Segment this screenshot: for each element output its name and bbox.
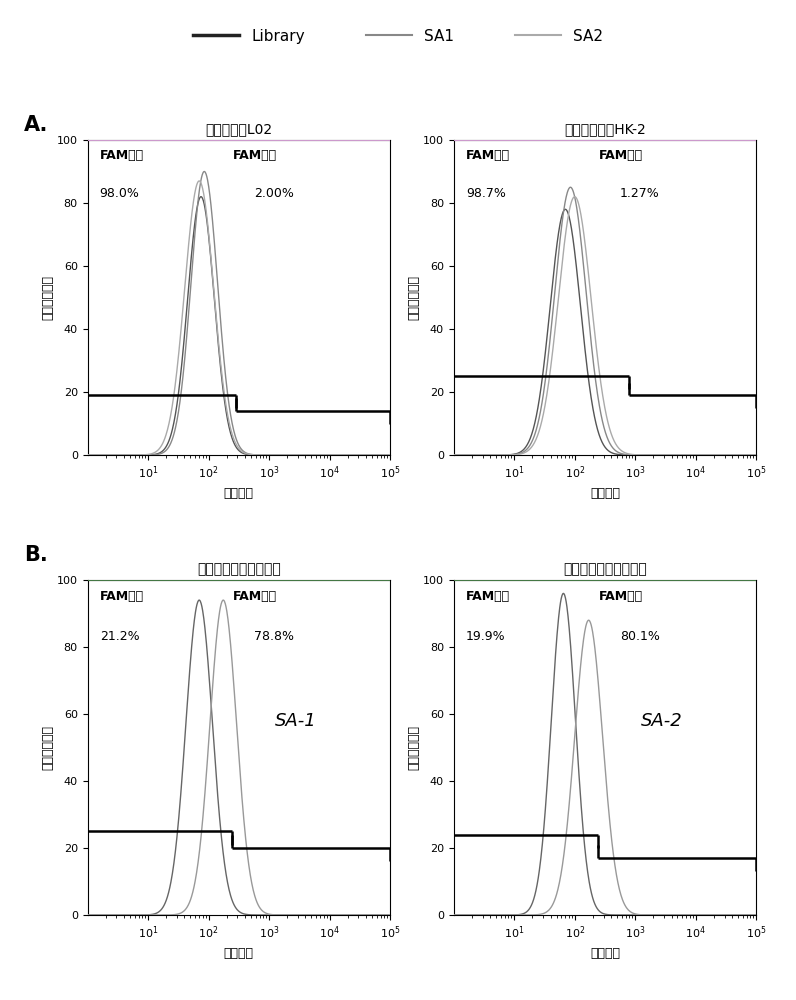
Legend: Library, SA1, SA2: Library, SA1, SA2	[187, 23, 609, 50]
Text: FAM阳性: FAM阳性	[599, 590, 643, 603]
Text: FAM阴性: FAM阴性	[466, 149, 510, 162]
Y-axis label: 绝对细胞计数: 绝对细胞计数	[408, 725, 420, 770]
Text: FAM阳性: FAM阳性	[232, 590, 277, 603]
Text: FAM阳性: FAM阳性	[599, 149, 643, 162]
Y-axis label: 绝对细胞计数: 绝对细胞计数	[41, 725, 54, 770]
Text: B.: B.	[24, 545, 48, 565]
Text: A.: A.	[24, 115, 49, 135]
Text: SA-2: SA-2	[642, 712, 683, 730]
X-axis label: 荧光强度: 荧光强度	[590, 487, 620, 500]
Text: SA-1: SA-1	[275, 712, 317, 730]
X-axis label: 荧光强度: 荧光强度	[224, 487, 254, 500]
Text: 98.7%: 98.7%	[466, 187, 505, 200]
Text: FAM阴性: FAM阴性	[100, 149, 144, 162]
X-axis label: 荧光强度: 荧光强度	[590, 947, 620, 960]
Text: FAM阴性: FAM阴性	[100, 590, 144, 603]
X-axis label: 荧光强度: 荧光强度	[224, 947, 254, 960]
Y-axis label: 绝对细胞计数: 绝对细胞计数	[408, 275, 420, 320]
Title: 原代骨关节炎滑膜细胞: 原代骨关节炎滑膜细胞	[563, 562, 647, 576]
Y-axis label: 绝对细胞计数: 绝对细胞计数	[41, 275, 54, 320]
Text: 21.2%: 21.2%	[100, 630, 139, 643]
Text: 19.9%: 19.9%	[466, 630, 505, 643]
Title: 肆上皮细胞系HK-2: 肆上皮细胞系HK-2	[564, 122, 646, 136]
Text: 80.1%: 80.1%	[620, 630, 660, 643]
Title: 人肝细胞系L02: 人肝细胞系L02	[205, 122, 272, 136]
Text: FAM阳性: FAM阳性	[232, 149, 277, 162]
Text: 98.0%: 98.0%	[100, 187, 139, 200]
Text: 1.27%: 1.27%	[620, 187, 660, 200]
Title: 原代骨关节炎滑膜细胞: 原代骨关节炎滑膜细胞	[197, 562, 281, 576]
Text: 78.8%: 78.8%	[254, 630, 294, 643]
Text: 2.00%: 2.00%	[254, 187, 294, 200]
Text: FAM阴性: FAM阴性	[466, 590, 510, 603]
